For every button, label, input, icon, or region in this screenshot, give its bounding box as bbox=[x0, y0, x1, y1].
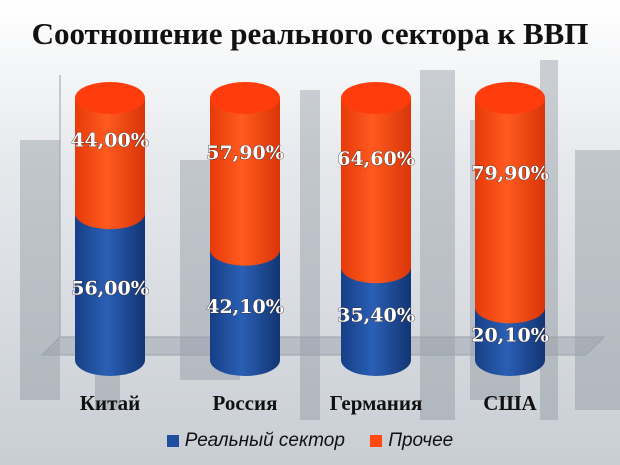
bar-cap bbox=[341, 82, 411, 114]
data-label-real-sector: 20,10% bbox=[471, 325, 549, 347]
chart-title: Соотношение реального сектора к ВВП bbox=[31, 16, 589, 51]
data-label-real-sector: 56,00% bbox=[71, 278, 149, 300]
bar-cap bbox=[475, 82, 545, 114]
data-label-other: 44,00% bbox=[71, 129, 149, 151]
bar-other bbox=[341, 98, 411, 284]
legend-label-real-sector: Реальный сектор bbox=[184, 430, 345, 451]
bg-structure bbox=[300, 90, 320, 420]
category-label: США bbox=[483, 391, 537, 415]
bar-other bbox=[475, 98, 545, 324]
category-label: Китай bbox=[80, 391, 141, 415]
bar-real-sector bbox=[210, 249, 280, 376]
plot-area: 44,00% 56,00% Китай 57,90% 42,10% Россия 64,60… bbox=[40, 75, 606, 415]
legend-swatch-real-sector bbox=[166, 434, 179, 447]
data-label-real-sector: 42,10% bbox=[206, 296, 284, 318]
category-label: Россия bbox=[213, 391, 278, 415]
legend: Реальный сектор Прочее bbox=[0, 430, 620, 452]
legend-item-real-sector: Реальный сектор bbox=[166, 430, 345, 452]
bar-other bbox=[75, 98, 145, 230]
bg-structure bbox=[20, 140, 60, 400]
legend-swatch-other bbox=[370, 434, 383, 447]
data-label-real-sector: 35,40% bbox=[337, 305, 415, 327]
legend-item-other: Прочее bbox=[370, 430, 453, 452]
category-label: Германия bbox=[330, 391, 423, 415]
bar-cap bbox=[75, 82, 145, 114]
bar-cap bbox=[210, 82, 280, 114]
bar-other bbox=[210, 98, 280, 266]
bg-structure bbox=[575, 150, 620, 410]
bar-real-sector bbox=[75, 213, 145, 376]
bar-real-sector bbox=[341, 267, 411, 376]
data-label-other: 57,90% bbox=[206, 142, 284, 164]
data-label-other: 64,60% bbox=[337, 148, 415, 170]
bar-real-sector bbox=[475, 307, 545, 376]
bg-structure bbox=[420, 70, 455, 420]
data-label-other: 79,90% bbox=[471, 162, 549, 184]
legend-label-other: Прочее bbox=[388, 430, 454, 451]
